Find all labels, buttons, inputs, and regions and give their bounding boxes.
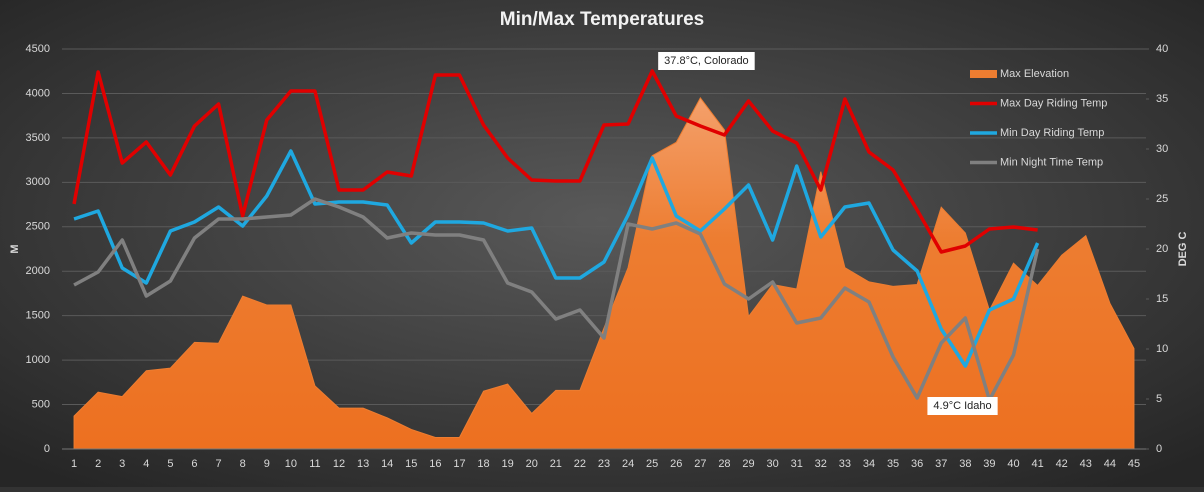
x-tick-label: 15 — [405, 458, 417, 470]
y2-tick-label: 0 — [1156, 443, 1162, 455]
x-tick-label: 26 — [670, 458, 682, 470]
y2-tick-label: 25 — [1156, 193, 1168, 205]
x-tick-label: 32 — [815, 458, 827, 470]
y-tick-label: 3500 — [26, 132, 50, 144]
x-tick-label: 42 — [1056, 458, 1068, 470]
x-tick-label: 24 — [622, 458, 634, 470]
x-tick-label: 35 — [887, 458, 899, 470]
annotation: 37.8°C, Colorado — [658, 52, 755, 70]
x-tick-label: 45 — [1128, 458, 1140, 470]
x-tick-label: 7 — [216, 458, 222, 470]
x-tick-label: 21 — [550, 458, 562, 470]
y-tick-label: 1000 — [26, 354, 50, 366]
x-tick-label: 23 — [598, 458, 610, 470]
area — [73, 96, 1135, 450]
x-tick-label: 4 — [143, 458, 149, 470]
annotation: 4.9°C Idaho — [927, 397, 998, 415]
y-tick-label: 1500 — [26, 310, 50, 322]
x-tick-label: 3 — [119, 458, 125, 470]
x-tick-label: 25 — [646, 458, 658, 470]
x-tick-label: 5 — [167, 458, 173, 470]
x-tick-label: 10 — [285, 458, 297, 470]
legend-label: Max Day Riding Temp — [1000, 97, 1107, 109]
y-tick-label: 4500 — [26, 43, 50, 55]
x-tick-label: 41 — [1031, 458, 1043, 470]
y-tick-label: 3000 — [26, 176, 50, 188]
legend-label: Min Night Time Temp — [1000, 156, 1103, 168]
x-tick-label: 28 — [718, 458, 730, 470]
y-tick-label: 4000 — [26, 87, 50, 99]
x-tick-label: 38 — [959, 458, 971, 470]
y2-tick-label: 40 — [1156, 43, 1168, 55]
y2-tick-label: 20 — [1156, 243, 1168, 255]
x-tick-label: 27 — [694, 458, 706, 470]
x-tick-label: 31 — [791, 458, 803, 470]
legend-label: Min Day Riding Temp — [1000, 127, 1104, 139]
annotation-label: 4.9°C Idaho — [933, 400, 991, 412]
annotation-box — [658, 52, 755, 70]
x-tick-label: 11 — [309, 458, 320, 470]
y-tick-label: 500 — [32, 398, 50, 410]
x-tick-label: 40 — [1007, 458, 1019, 470]
x-tick-label: 6 — [191, 458, 197, 470]
x-tick-label: 34 — [863, 458, 875, 470]
x-tick-label: 30 — [766, 458, 778, 470]
x-tick-label: 13 — [357, 458, 369, 470]
y-axis-label: M — [9, 244, 21, 253]
x-tick-label: 43 — [1080, 458, 1092, 470]
x-tick-label: 16 — [429, 458, 441, 470]
x-tick-label: 2 — [95, 458, 101, 470]
x-tick-label: 37 — [935, 458, 947, 470]
y2-tick-label: 35 — [1156, 93, 1168, 105]
x-tick-label: 14 — [381, 458, 393, 470]
annotation-box — [927, 397, 998, 415]
y2-tick-label: 15 — [1156, 293, 1168, 305]
line — [72, 69, 1038, 254]
x-tick-label: 22 — [574, 458, 586, 470]
chart-title: Min/Max Temperatures — [500, 9, 704, 30]
legend-swatch — [970, 70, 997, 78]
x-tick-label: 39 — [983, 458, 995, 470]
y-tick-label: 2500 — [26, 221, 50, 233]
y2-tick-label: 5 — [1156, 393, 1162, 405]
x-tick-label: 12 — [333, 458, 345, 470]
annotation-label: 37.8°C, Colorado — [664, 55, 749, 67]
x-tick-label: 33 — [839, 458, 851, 470]
legend-label: Max Elevation — [1000, 68, 1069, 80]
x-tick-label: 29 — [742, 458, 754, 470]
y-tick-label: 0 — [44, 443, 50, 455]
x-tick-label: 17 — [453, 458, 465, 470]
x-tick-label: 44 — [1104, 458, 1116, 470]
x-tick-label: 1 — [71, 458, 77, 470]
x-tick-label: 19 — [502, 458, 514, 470]
y2-tick-label: 10 — [1156, 343, 1168, 355]
x-tick-label: 9 — [264, 458, 270, 470]
x-tick-label: 18 — [477, 458, 489, 470]
y-tick-label: 2000 — [26, 265, 50, 277]
y2-axis-label: DEG C — [1177, 232, 1189, 267]
x-tick-label: 36 — [911, 458, 923, 470]
x-tick-label: 8 — [240, 458, 246, 470]
y2-tick-label: 30 — [1156, 143, 1168, 155]
line — [73, 197, 1040, 402]
x-tick-label: 20 — [526, 458, 538, 470]
